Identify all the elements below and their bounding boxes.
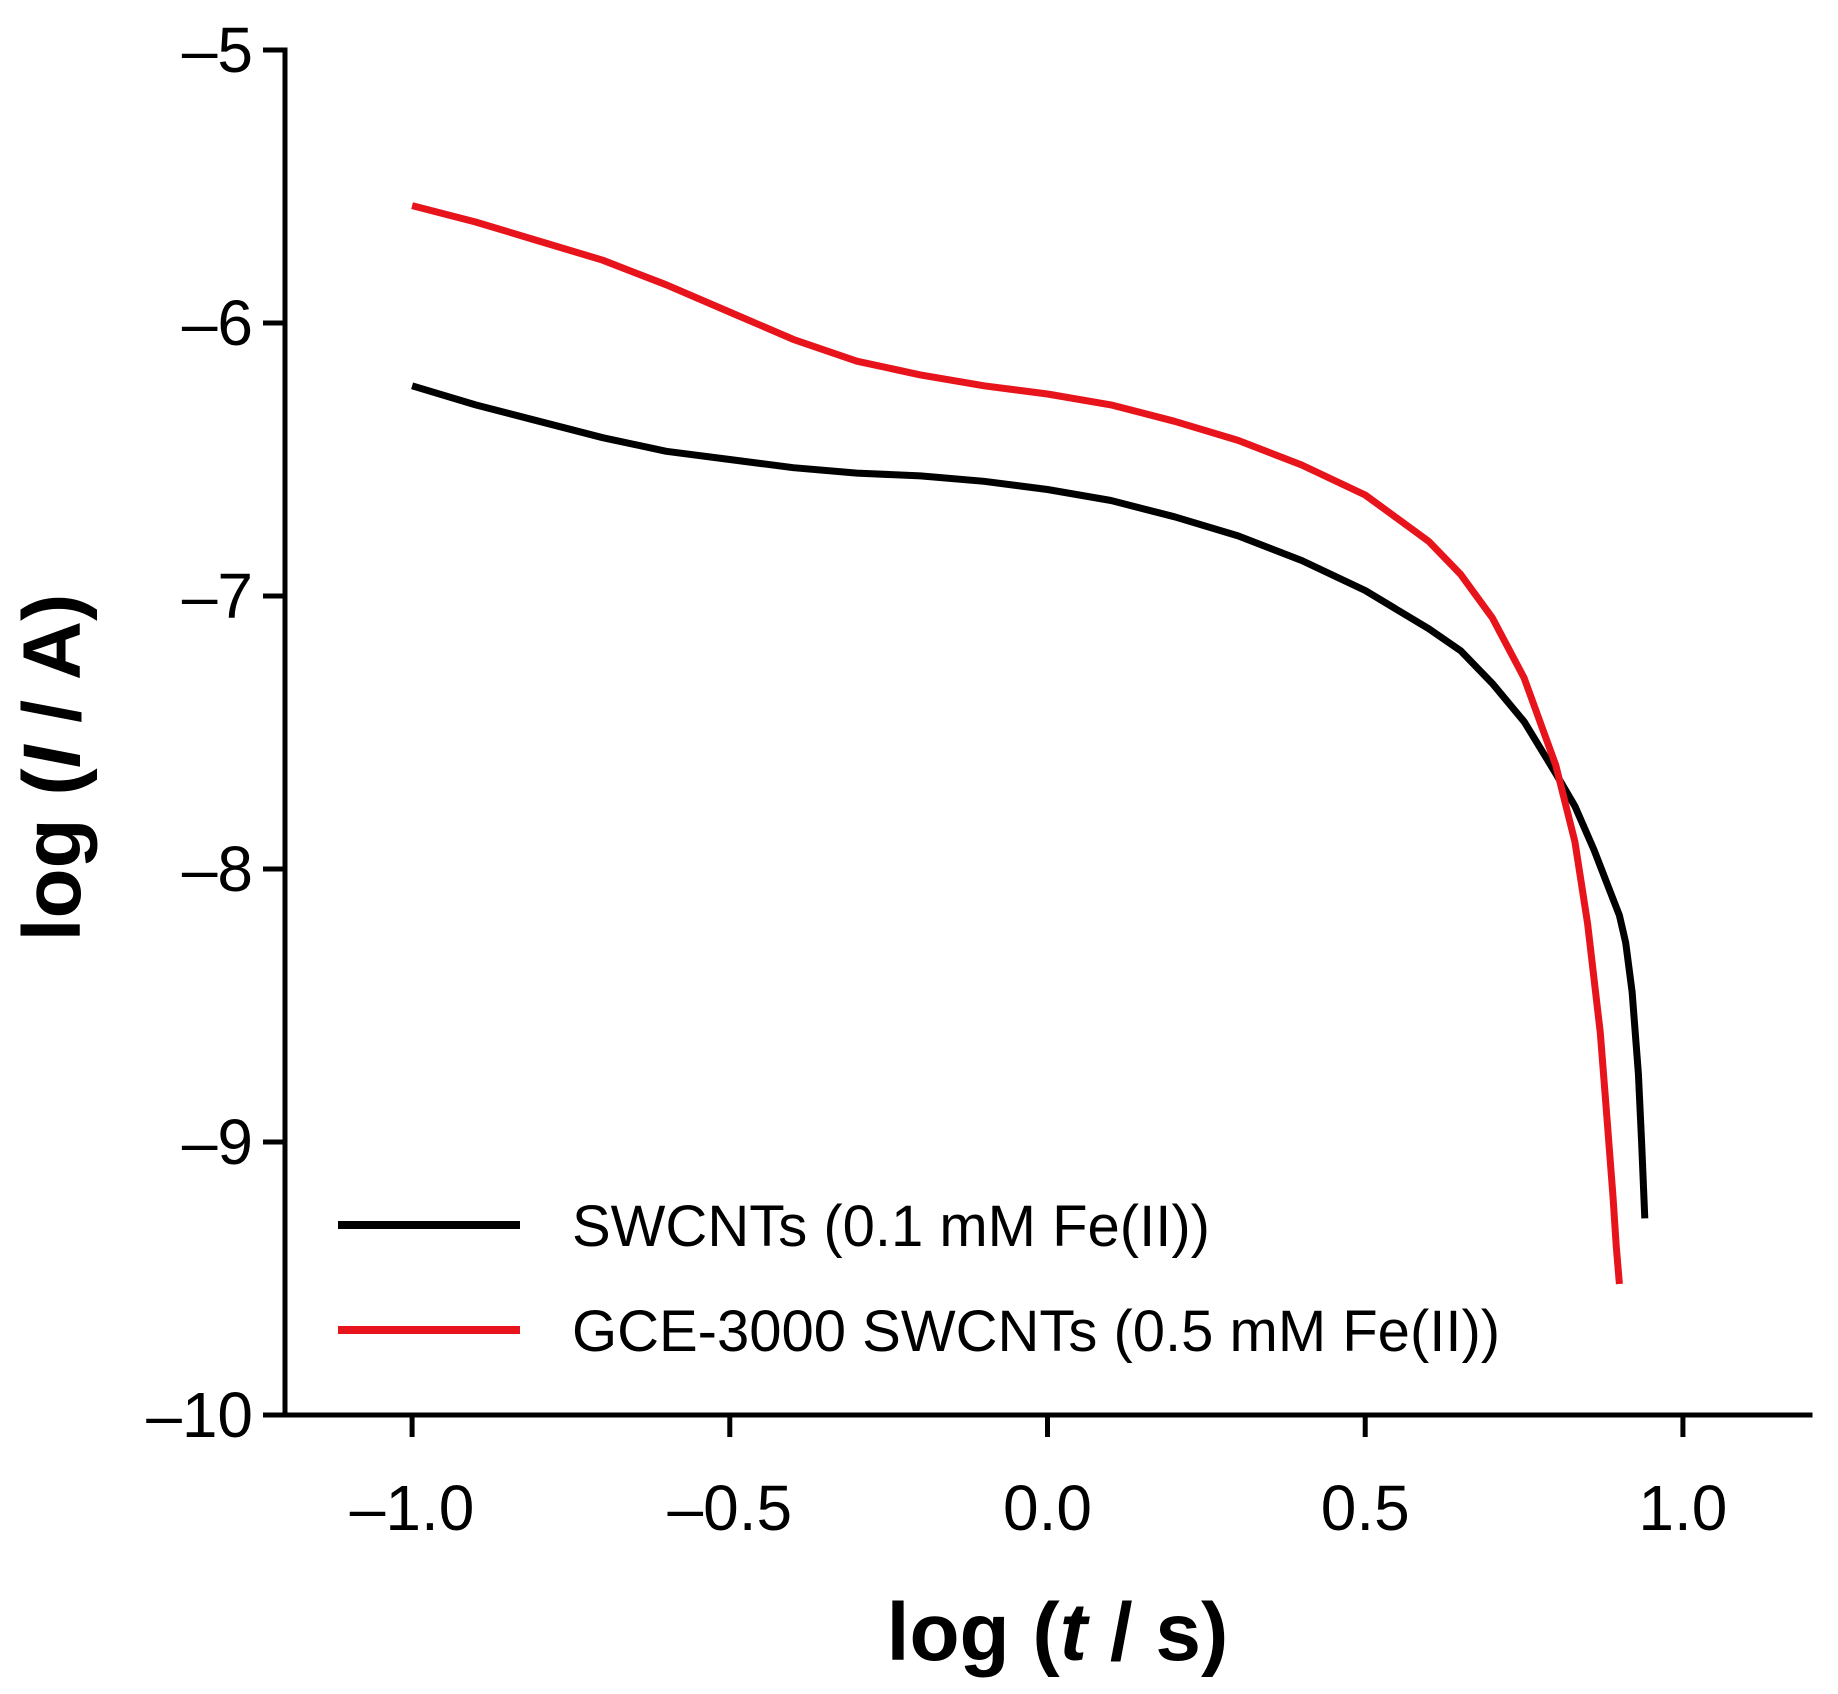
y-axis-label-variable: I (7, 743, 98, 768)
legend: SWCNTs (0.1 mM Fe(II)) GCE-3000 SWCNTs (0… (338, 1194, 1500, 1364)
y-tick-label: –7 (182, 560, 253, 632)
x-tick-label: –1.0 (350, 1472, 475, 1544)
y-tick-label: –9 (182, 1106, 253, 1178)
x-tick-label: 0.0 (1003, 1472, 1092, 1544)
y-axis-label-suffix: / A) (7, 594, 98, 746)
y-tick-label: –8 (182, 833, 253, 905)
x-tick-label: –0.5 (668, 1472, 793, 1544)
x-tick-label: 0.5 (1321, 1472, 1410, 1544)
x-axis-label-variable: t (1060, 1587, 1091, 1678)
axes: –10 –9 –8 –7 –6 –5 –1.0 –0.5 0.0 0.5 1.0 (146, 14, 1813, 1544)
x-axis-label-prefix: log ( (887, 1587, 1061, 1678)
legend-label-1: GCE-3000 SWCNTs (0.5 mM Fe(II)) (572, 1299, 1500, 1364)
series-line-1 (411, 202, 1623, 1285)
series-layer (411, 202, 1649, 1285)
y-tick-label: –5 (182, 14, 253, 86)
axis-labels: log (t / s)log (I / A) (7, 594, 1228, 1678)
y-axis-label: log (I / A) (7, 594, 98, 942)
y-axis-label-prefix: log ( (7, 768, 98, 942)
y-tick-label: –6 (182, 287, 253, 359)
series-line-0 (411, 382, 1649, 1219)
x-axis-label-suffix: / s) (1087, 1587, 1228, 1678)
x-tick-label: 1.0 (1638, 1472, 1727, 1544)
x-axis-label: log (t / s) (887, 1587, 1229, 1678)
legend-label-0: SWCNTs (0.1 mM Fe(II)) (572, 1194, 1210, 1259)
y-tick-label: –10 (146, 1379, 253, 1451)
